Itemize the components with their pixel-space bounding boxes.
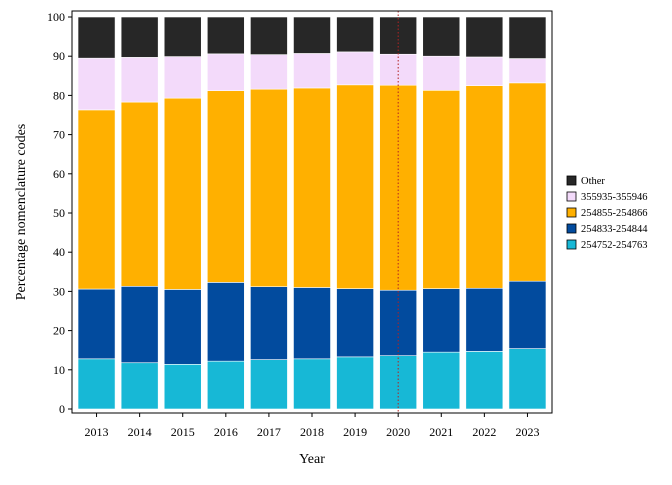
bar-segment-2023-254833-254844 (508, 280, 547, 349)
legend-label-254855-254866: 254855-254866 (581, 208, 648, 219)
bar-segment-2016-254752-254763 (206, 360, 245, 410)
bar-segment-2022-Other (465, 16, 504, 58)
bar-segment-2013-355935-355946 (77, 57, 116, 111)
legend-swatch-254833-254844 (566, 223, 577, 234)
x-tick-label-2016: 2016 (214, 425, 238, 439)
bar-segment-2015-254855-254866 (163, 97, 202, 290)
x-tick-label-2021: 2021 (429, 425, 453, 439)
bar-segment-2015-254833-254844 (163, 289, 202, 365)
bar-segment-2017-254752-254763 (250, 359, 288, 410)
x-tick-label-2019: 2019 (343, 425, 367, 439)
bar-segment-2018-254855-254866 (293, 87, 331, 288)
bar-segment-2013-254833-254844 (77, 288, 116, 360)
bar-segment-2023-Other (508, 16, 547, 59)
bar-segment-2020-355935-355946 (379, 53, 418, 86)
bar-segment-2013-254752-254763 (77, 358, 116, 410)
bar-segment-2017-Other (250, 16, 288, 55)
bar-segment-2017-254855-254866 (250, 88, 288, 288)
x-tick-label-2018: 2018 (300, 425, 324, 439)
x-tick-label-2022: 2022 (472, 425, 496, 439)
y-tick-label-50: 50 (53, 206, 65, 220)
legend-swatch-355935-355946 (566, 191, 577, 202)
y-tick-label-30: 30 (53, 284, 65, 298)
y-tick-label-80: 80 (53, 88, 65, 102)
bar-segment-2018-254833-254844 (293, 287, 331, 360)
legend-swatch-254752-254763 (566, 239, 577, 250)
bar-segment-2022-254855-254866 (465, 85, 504, 289)
bar-segment-2018-355935-355946 (293, 53, 331, 89)
legend-label-Other: Other (581, 176, 605, 187)
y-tick-label-100: 100 (47, 10, 65, 24)
x-axis-title: Year (299, 452, 325, 467)
bar-segment-2023-254752-254763 (508, 348, 547, 410)
bar-segment-2018-254752-254763 (293, 358, 331, 410)
bar-segment-2019-254855-254866 (336, 84, 374, 289)
bar-segment-2014-Other (120, 16, 159, 58)
bar-segment-2019-254833-254844 (336, 288, 374, 358)
bar-segment-2015-Other (163, 16, 202, 57)
bar-segment-2019-355935-355946 (336, 51, 374, 86)
bars-layer (77, 16, 547, 410)
bar-segment-2021-254752-254763 (422, 351, 461, 410)
bar-segment-2022-355935-355946 (465, 56, 504, 86)
bar-segment-2019-Other (336, 16, 374, 53)
bar-segment-2014-355935-355946 (120, 57, 159, 103)
bar-segment-2021-254855-254866 (422, 90, 461, 289)
bar-segment-2018-Other (293, 16, 331, 54)
bar-segment-2023-254855-254866 (508, 82, 547, 282)
bar-segment-2015-355935-355946 (163, 56, 202, 99)
legend-label-355935-355946: 355935-355946 (581, 192, 648, 203)
bar-segment-2021-Other (422, 16, 461, 57)
bar-segment-2017-254833-254844 (250, 286, 288, 360)
bar-segment-2016-Other (206, 16, 245, 55)
bar-segment-2022-254833-254844 (465, 287, 504, 352)
y-tick-label-70: 70 (53, 128, 65, 142)
x-tick-label-2017: 2017 (257, 425, 281, 439)
y-tick-label-60: 60 (53, 167, 65, 181)
x-axis: 2013 2014 2015 2016 2017 2018 2019 2020 2021 2022… (85, 413, 539, 439)
legend-swatch-254855-254866 (566, 207, 577, 218)
bar-segment-2023-355935-355946 (508, 58, 547, 84)
y-tick-label-20: 20 (53, 324, 65, 338)
bar-segment-2021-355935-355946 (422, 55, 461, 91)
bar-segment-2014-254833-254844 (120, 285, 159, 364)
bar-segment-2017-355935-355946 (250, 54, 288, 90)
x-tick-label-2020: 2020 (386, 425, 410, 439)
bar-segment-2014-254752-254763 (120, 362, 159, 410)
y-axis-title: Percentage nomenclature codes (14, 124, 29, 300)
legend-label-254752-254763: 254752-254763 (581, 240, 648, 251)
y-tick-label-0: 0 (59, 402, 65, 416)
x-tick-label-2013: 2013 (85, 425, 109, 439)
legend: Other 355935-355946 254855-254866 254833-25… (566, 175, 648, 251)
bar-segment-2016-355935-355946 (206, 53, 245, 91)
legend-swatch-Other (566, 175, 577, 186)
bar-segment-2013-Other (77, 16, 116, 59)
bar-segment-2016-254855-254866 (206, 90, 245, 283)
legend-label-254833-254844: 254833-254844 (581, 224, 648, 235)
x-tick-label-2015: 2015 (171, 425, 195, 439)
x-tick-label-2014: 2014 (128, 425, 152, 439)
bar-segment-2022-254752-254763 (465, 351, 504, 410)
bar-segment-2019-254752-254763 (336, 356, 374, 410)
y-tick-label-10: 10 (53, 363, 65, 377)
y-tick-label-90: 90 (53, 49, 65, 63)
bar-segment-2015-254752-254763 (163, 364, 202, 410)
x-tick-label-2023: 2023 (515, 425, 539, 439)
bar-segment-2014-254855-254866 (120, 101, 159, 287)
bar-segment-2020-254855-254866 (379, 84, 418, 291)
bar-segment-2021-254833-254844 (422, 288, 461, 353)
bar-segment-2016-254833-254844 (206, 282, 245, 362)
y-tick-label-40: 40 (53, 245, 65, 259)
bar-segment-2013-254855-254866 (77, 109, 116, 290)
y-axis: 0 10 20 30 40 50 60 70 80 90 100 (47, 10, 72, 416)
